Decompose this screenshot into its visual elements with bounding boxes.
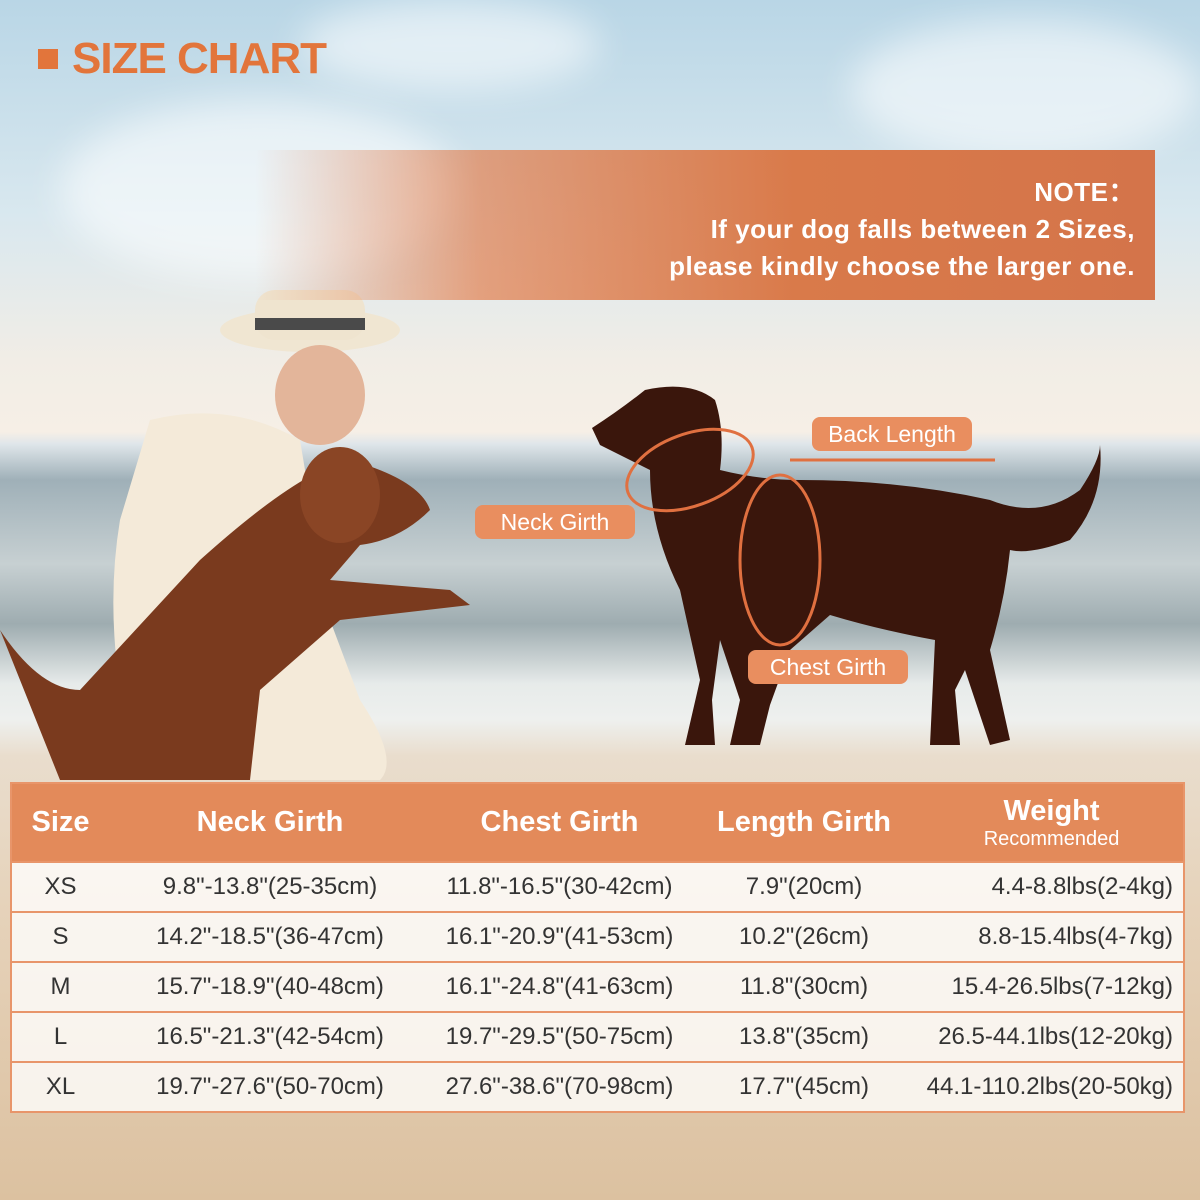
table-cell: 4.4-8.8lbs(2-4kg) (920, 861, 1184, 912)
header-weight: Weight Recommended (920, 783, 1184, 862)
table-cell: 15.4-26.5lbs(7-12kg) (920, 961, 1184, 1012)
table-cell: 13.8"(35cm) (688, 1011, 920, 1062)
note-line-2: please kindly choose the larger one. (669, 251, 1135, 281)
table-cell: L (11, 1011, 109, 1062)
table-row: M 15.7"-18.9"(40-48cm) 16.1"-24.8"(41-63cm… (11, 961, 1184, 1012)
table-cell: XS (11, 861, 109, 912)
table-cell: 11.8"-16.5"(30-42cm) (431, 861, 688, 912)
table-cell: 10.2"(26cm) (688, 911, 920, 962)
weight-title: Weight (1003, 794, 1100, 827)
note-line-1: If your dog falls between 2 Sizes, (710, 214, 1135, 244)
neck-girth-label: Neck Girth (475, 505, 635, 539)
note-heading: NOTE： (1034, 177, 1135, 207)
table-row: S 14.2"-18.5"(36-47cm) 16.1"-20.9"(41-53cm… (11, 911, 1184, 962)
table-cell: 9.8"-13.8"(25-35cm) (109, 861, 431, 912)
table-cell: 17.7"(45cm) (688, 1061, 920, 1112)
table-header-row: Size Neck Girth Chest Girth Length Girth… (11, 783, 1184, 862)
dog-silhouette (592, 386, 1101, 745)
table-row: XL 19.7"-27.6"(50-70cm) 27.6"-38.6"(70-98c… (11, 1061, 1184, 1112)
chest-girth-label: Chest Girth (748, 650, 908, 684)
weight-subtitle: Recommended (983, 827, 1120, 850)
header-chest-girth: Chest Girth (431, 783, 688, 862)
woman-with-dog-photo (0, 290, 470, 780)
table-cell: 27.6"-38.6"(70-98cm) (431, 1061, 688, 1112)
table-cell: 19.7"-29.5"(50-75cm) (431, 1011, 688, 1062)
table-cell: 44.1-110.2lbs(20-50kg) (920, 1061, 1184, 1112)
table-cell: S (11, 911, 109, 962)
table-cell: 16.5"-21.3"(42-54cm) (109, 1011, 431, 1062)
table-cell: 19.7"-27.6"(50-70cm) (109, 1061, 431, 1112)
note-banner: NOTE： If your dog falls between 2 Sizes,… (255, 150, 1155, 300)
header-length-girth: Length Girth (688, 783, 920, 862)
table-cell: 16.1"-24.8"(41-63cm) (431, 961, 688, 1012)
title-text: SIZE CHART (72, 34, 327, 83)
table-cell: M (11, 961, 109, 1012)
table-row: XS 9.8"-13.8"(25-35cm) 11.8"-16.5"(30-42cm… (11, 861, 1184, 912)
size-table: Size Neck Girth Chest Girth Length Girth… (10, 782, 1185, 1113)
table-row: L 16.5"-21.3"(42-54cm) 19.7"-29.5"(50-75cm… (11, 1011, 1184, 1062)
table-cell: 15.7"-18.9"(40-48cm) (109, 961, 431, 1012)
table-cell: 14.2"-18.5"(36-47cm) (109, 911, 431, 962)
table-cell: 16.1"-20.9"(41-53cm) (431, 911, 688, 962)
cloud (300, 0, 600, 90)
title-bullet-icon (38, 49, 58, 69)
table-cell: 11.8"(30cm) (688, 961, 920, 1012)
table-cell: XL (11, 1061, 109, 1112)
back-length-label: Back Length (812, 417, 972, 451)
header-size: Size (11, 783, 109, 862)
cloud (850, 20, 1200, 160)
table-cell: 7.9"(20cm) (688, 861, 920, 912)
header-neck-girth: Neck Girth (109, 783, 431, 862)
table-cell: 8.8-15.4lbs(4-7kg) (920, 911, 1184, 962)
table-cell: 26.5-44.1lbs(12-20kg) (920, 1011, 1184, 1062)
page-title: SIZE CHART (38, 34, 327, 84)
